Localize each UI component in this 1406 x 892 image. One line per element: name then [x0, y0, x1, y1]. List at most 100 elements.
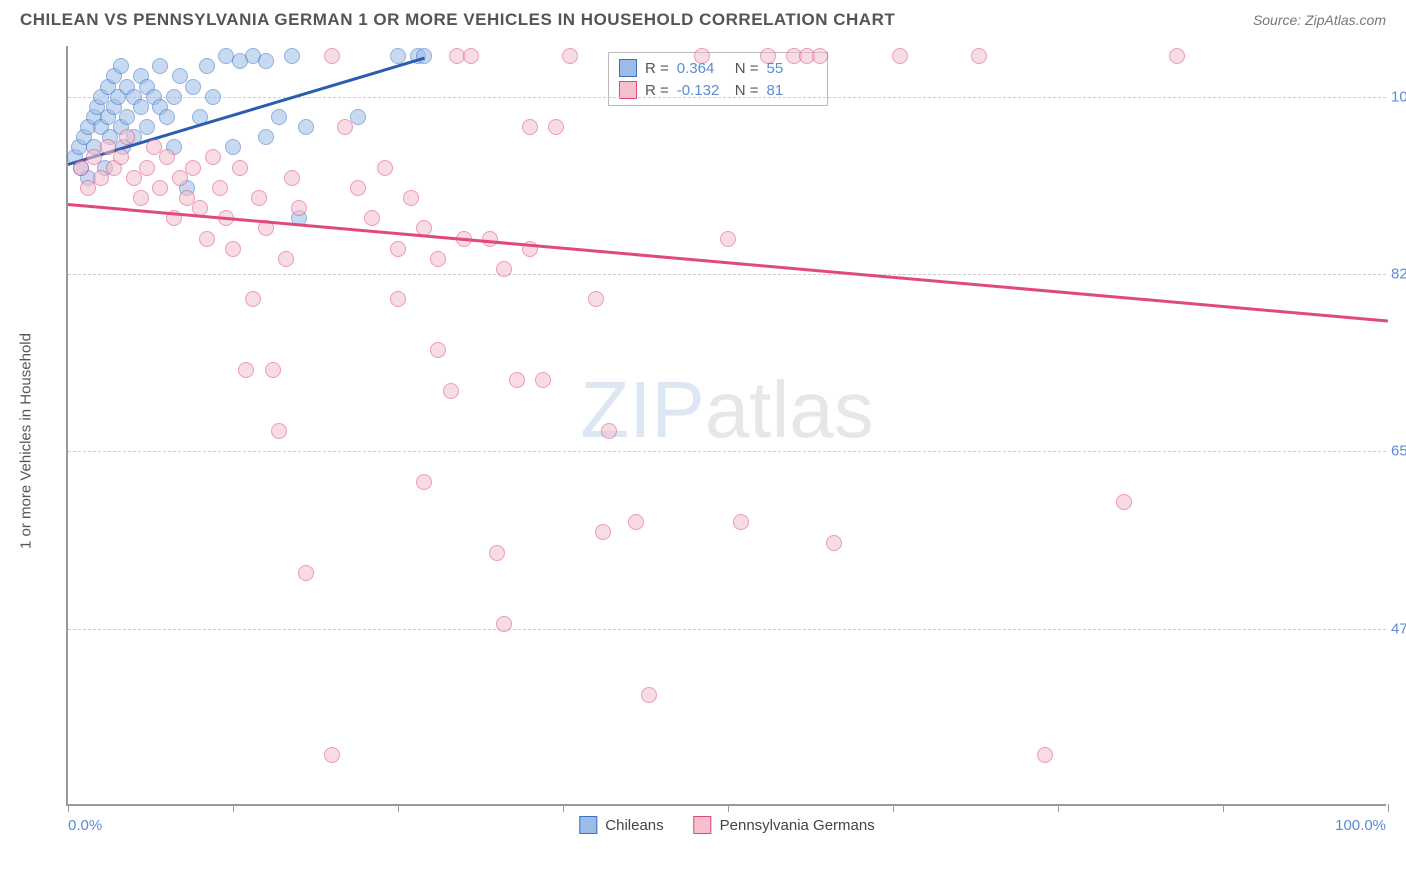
- scatter-point: [588, 291, 604, 307]
- scatter-point: [284, 48, 300, 64]
- scatter-point: [199, 58, 215, 74]
- stat-r-label: R =: [645, 60, 669, 77]
- scatter-point: [562, 48, 578, 64]
- scatter-point: [139, 160, 155, 176]
- y-tick-label: 65.0%: [1391, 443, 1406, 460]
- y-tick-label: 47.5%: [1391, 620, 1406, 637]
- scatter-point: [159, 149, 175, 165]
- gridline: [68, 274, 1386, 275]
- legend-swatch: [579, 816, 597, 834]
- scatter-point: [212, 180, 228, 196]
- scatter-point: [509, 372, 525, 388]
- legend-item: Chileans: [579, 816, 663, 834]
- scatter-point: [892, 48, 908, 64]
- scatter-point: [364, 210, 380, 226]
- scatter-point: [489, 545, 505, 561]
- scatter-point: [482, 231, 498, 247]
- y-tick-label: 82.5%: [1391, 266, 1406, 283]
- scatter-point: [133, 99, 149, 115]
- chart-header: CHILEAN VS PENNSYLVANIA GERMAN 1 OR MORE…: [0, 0, 1406, 38]
- scatter-point: [80, 180, 96, 196]
- stat-n-label: N =: [735, 60, 759, 77]
- scatter-point: [548, 119, 564, 135]
- x-axis-max-label: 100.0%: [1335, 817, 1386, 834]
- scatter-point: [390, 291, 406, 307]
- scatter-point: [298, 119, 314, 135]
- scatter-point: [463, 48, 479, 64]
- scatter-point: [496, 616, 512, 632]
- scatter-point: [284, 170, 300, 186]
- series-legend: Chileans Pennsylvania Germans: [579, 816, 874, 834]
- scatter-point: [291, 200, 307, 216]
- scatter-point: [278, 251, 294, 267]
- legend-item: Pennsylvania Germans: [694, 816, 875, 834]
- scatter-point: [258, 53, 274, 69]
- watermark-prefix: ZIP: [580, 365, 704, 454]
- scatter-point: [1037, 747, 1053, 763]
- scatter-point: [826, 535, 842, 551]
- scatter-point: [199, 231, 215, 247]
- x-tick: [68, 804, 69, 812]
- scatter-point: [205, 149, 221, 165]
- scatter-point: [390, 241, 406, 257]
- chart-title: CHILEAN VS PENNSYLVANIA GERMAN 1 OR MORE…: [20, 10, 895, 30]
- scatter-point: [185, 160, 201, 176]
- scatter-point: [86, 149, 102, 165]
- scatter-point: [245, 291, 261, 307]
- scatter-point: [119, 129, 135, 145]
- scatter-point: [238, 362, 254, 378]
- scatter-point: [812, 48, 828, 64]
- scatter-point: [377, 160, 393, 176]
- scatter-point: [133, 190, 149, 206]
- scatter-point: [403, 190, 419, 206]
- scatter-point: [595, 524, 611, 540]
- y-tick-label: 100.0%: [1391, 88, 1406, 105]
- scatter-point: [337, 119, 353, 135]
- scatter-point: [73, 160, 89, 176]
- scatter-point: [152, 180, 168, 196]
- scatter-point: [119, 109, 135, 125]
- scatter-point: [1116, 494, 1132, 510]
- scatter-point: [298, 565, 314, 581]
- scatter-point: [185, 79, 201, 95]
- chart-container: 1 or more Vehicles in Household ZIPatlas…: [46, 46, 1386, 836]
- gridline: [68, 451, 1386, 452]
- scatter-point: [601, 423, 617, 439]
- x-tick: [893, 804, 894, 812]
- legend-label: Pennsylvania Germans: [720, 817, 875, 834]
- scatter-point: [522, 119, 538, 135]
- scatter-point: [271, 423, 287, 439]
- scatter-point: [628, 514, 644, 530]
- trend-line: [68, 203, 1388, 322]
- scatter-point: [205, 89, 221, 105]
- x-axis-min-label: 0.0%: [68, 817, 102, 834]
- x-tick: [563, 804, 564, 812]
- scatter-point: [159, 109, 175, 125]
- scatter-point: [416, 48, 432, 64]
- scatter-point: [225, 139, 241, 155]
- scatter-point: [166, 89, 182, 105]
- source-label: Source: ZipAtlas.com: [1253, 12, 1386, 28]
- scatter-point: [172, 170, 188, 186]
- scatter-point: [113, 149, 129, 165]
- scatter-point: [416, 474, 432, 490]
- legend-stats-row: R =-0.132N =81: [619, 79, 817, 101]
- scatter-point: [760, 48, 776, 64]
- x-tick: [1058, 804, 1059, 812]
- scatter-point: [271, 109, 287, 125]
- gridline: [68, 629, 1386, 630]
- scatter-point: [258, 129, 274, 145]
- watermark: ZIPatlas: [580, 364, 873, 456]
- x-tick: [728, 804, 729, 812]
- scatter-point: [232, 160, 248, 176]
- scatter-point: [443, 383, 459, 399]
- scatter-point: [720, 231, 736, 247]
- scatter-point: [496, 261, 512, 277]
- scatter-point: [350, 180, 366, 196]
- scatter-point: [265, 362, 281, 378]
- x-tick: [398, 804, 399, 812]
- scatter-point: [430, 342, 446, 358]
- gridline: [68, 97, 1386, 98]
- scatter-point: [430, 251, 446, 267]
- scatter-point: [971, 48, 987, 64]
